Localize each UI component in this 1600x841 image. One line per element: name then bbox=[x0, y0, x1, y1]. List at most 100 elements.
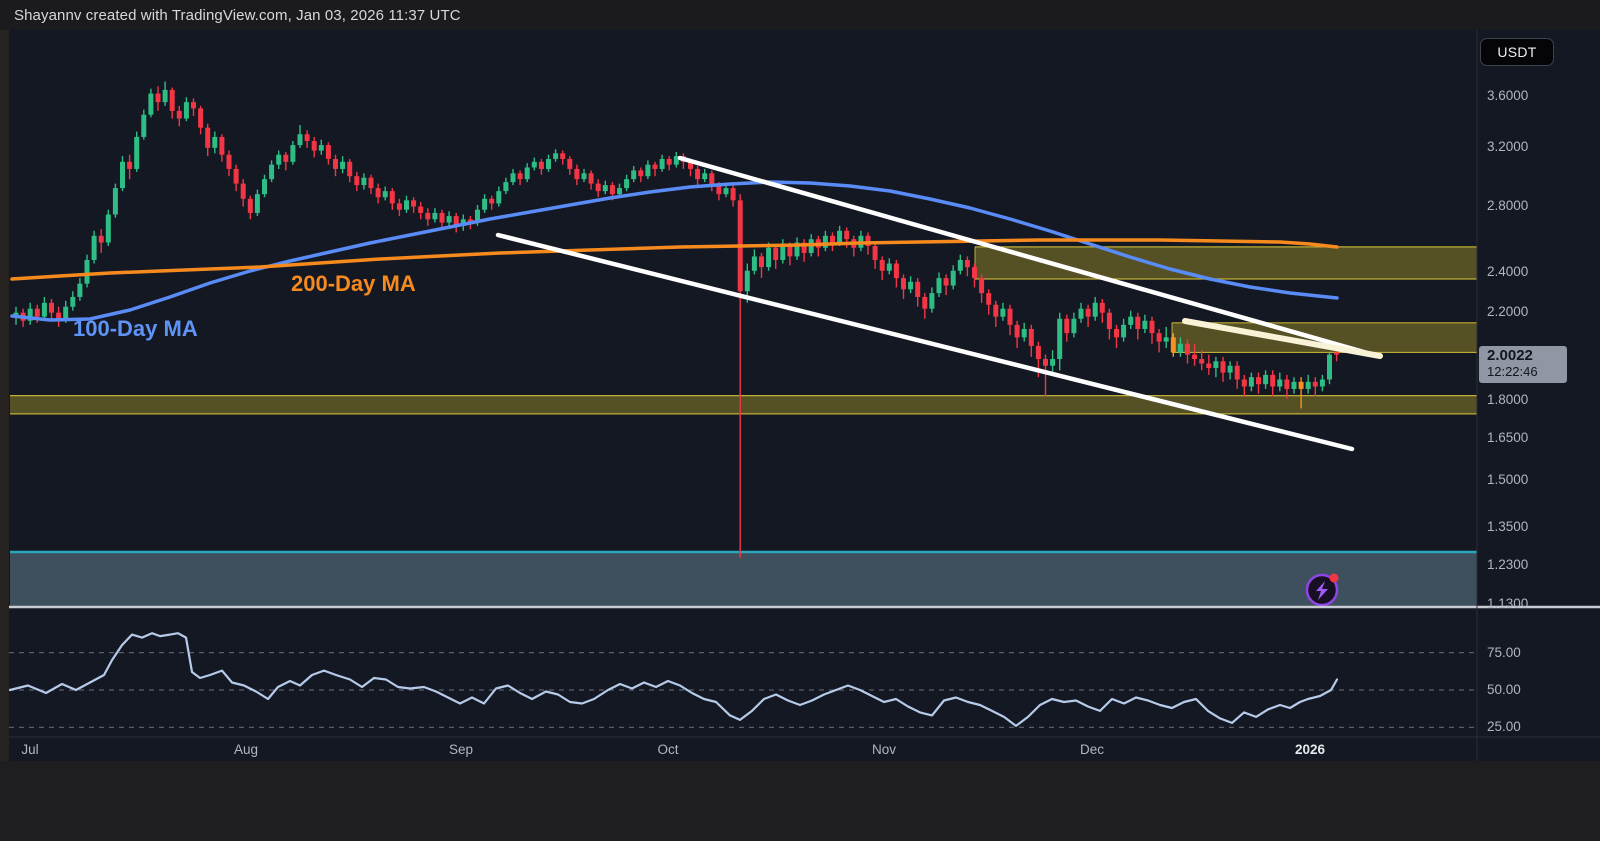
candle-body bbox=[247, 198, 253, 213]
candle-body bbox=[254, 194, 260, 213]
candle-body bbox=[269, 164, 275, 180]
flash-widget-icon[interactable] bbox=[1305, 573, 1339, 607]
candle-body bbox=[1327, 354, 1332, 380]
candle-body bbox=[453, 216, 459, 226]
candle-body bbox=[347, 161, 353, 177]
candle-body bbox=[98, 235, 104, 243]
price-axis-label: 1.8000 bbox=[1487, 392, 1529, 407]
candle-body bbox=[893, 263, 899, 279]
candle-body bbox=[659, 158, 665, 169]
candle-body bbox=[865, 235, 871, 246]
candle-body bbox=[1149, 320, 1155, 334]
candle-body bbox=[1007, 308, 1013, 325]
candle-body bbox=[354, 176, 360, 186]
candle-body bbox=[176, 110, 182, 119]
candle-body bbox=[1128, 316, 1134, 325]
candle-body bbox=[276, 154, 282, 165]
channel-lower-trendline bbox=[495, 232, 1355, 452]
channel-upper-trendline bbox=[677, 155, 1381, 359]
candle-body bbox=[901, 278, 906, 290]
attribution-text: Shayannv created with TradingView.com, J… bbox=[14, 7, 461, 24]
candle-body bbox=[120, 161, 125, 189]
candle-body bbox=[609, 185, 615, 195]
price-axis-label: 2.8000 bbox=[1487, 198, 1529, 213]
candle-body bbox=[219, 136, 225, 155]
price-axis-label: 1.6500 bbox=[1487, 430, 1529, 445]
candle-body bbox=[1014, 324, 1020, 338]
candle-body bbox=[844, 230, 850, 240]
candle-body bbox=[1241, 379, 1247, 387]
ma200-line bbox=[10, 238, 1339, 281]
candle-body bbox=[496, 191, 502, 204]
candle-body bbox=[1142, 320, 1148, 329]
candle-body bbox=[1078, 308, 1084, 319]
candle-body bbox=[595, 183, 601, 192]
ma200-label: 200-Day MA bbox=[291, 271, 416, 296]
candle-body bbox=[1284, 379, 1290, 389]
notification-dot bbox=[1329, 573, 1339, 583]
candle-body bbox=[624, 179, 630, 189]
price-axis-label: 1.2300 bbox=[1487, 557, 1529, 572]
candle-body bbox=[879, 259, 885, 271]
candle-body bbox=[1220, 361, 1226, 373]
candle-body bbox=[631, 170, 637, 180]
candle-body bbox=[588, 173, 594, 184]
candle-body bbox=[198, 108, 204, 128]
candle-body bbox=[538, 161, 544, 169]
candle-body bbox=[155, 93, 161, 103]
candle-body bbox=[1334, 352, 1340, 355]
chart-canvas[interactable] bbox=[9, 30, 1600, 761]
candle-body bbox=[70, 296, 76, 307]
candle-body bbox=[1256, 377, 1261, 385]
time-axis-label: Nov bbox=[871, 742, 897, 757]
candle-body bbox=[673, 156, 679, 165]
candle-body bbox=[183, 102, 189, 119]
candle-body bbox=[375, 188, 381, 198]
candle-body bbox=[382, 191, 388, 198]
candle-body bbox=[766, 247, 772, 268]
footer-bar: TradingView bbox=[0, 761, 1600, 841]
candle-body bbox=[751, 256, 757, 271]
chart-panel[interactable] bbox=[9, 30, 1600, 761]
candle-body bbox=[425, 212, 431, 220]
candle-body bbox=[787, 245, 793, 257]
price-axis-label: 1.5000 bbox=[1487, 472, 1529, 487]
candle-body bbox=[1028, 328, 1034, 346]
candle-body bbox=[1248, 377, 1254, 387]
candle-body bbox=[112, 188, 118, 215]
candle-body bbox=[1199, 359, 1205, 364]
candle-body bbox=[666, 158, 672, 165]
candle-body bbox=[1170, 337, 1176, 353]
candle-body bbox=[574, 168, 580, 180]
candle-body bbox=[510, 173, 516, 183]
candle-body bbox=[1227, 365, 1233, 373]
candle-body bbox=[418, 206, 424, 213]
candle-body bbox=[1163, 337, 1169, 342]
candle-body bbox=[886, 263, 892, 271]
candle-body bbox=[489, 198, 495, 204]
price-axis-label: 2.4000 bbox=[1487, 264, 1529, 279]
candle-body bbox=[759, 256, 764, 268]
candle-body bbox=[617, 188, 622, 195]
candle-body bbox=[148, 93, 154, 115]
candle-body bbox=[1305, 381, 1311, 389]
candle-body bbox=[283, 154, 289, 162]
candle-body bbox=[1177, 343, 1183, 353]
candle-body bbox=[908, 281, 914, 290]
demand-zone-1.23 bbox=[10, 552, 1477, 606]
candle-body bbox=[652, 164, 658, 169]
candle-body bbox=[553, 153, 559, 159]
candle-body bbox=[957, 259, 963, 271]
price-axis-label: 1.3500 bbox=[1487, 519, 1529, 534]
candle-body bbox=[822, 235, 828, 248]
candle-body bbox=[1291, 381, 1297, 389]
candle-body bbox=[1277, 379, 1283, 387]
candle-body bbox=[482, 198, 488, 210]
time-axis-label: 2026 bbox=[1294, 742, 1326, 757]
candle-body bbox=[311, 140, 317, 151]
candle-body bbox=[503, 182, 509, 192]
candle-body bbox=[304, 134, 310, 141]
candle-body bbox=[162, 89, 168, 103]
candle-body bbox=[432, 212, 438, 220]
